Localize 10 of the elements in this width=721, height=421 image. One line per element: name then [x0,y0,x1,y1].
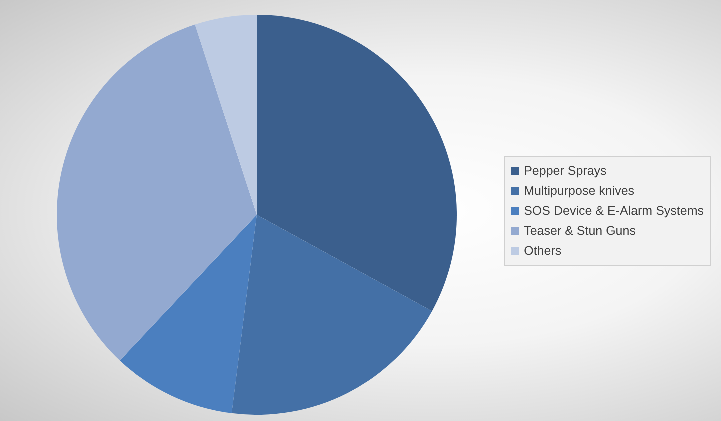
legend-label: Pepper Sprays [524,162,607,180]
legend-label: SOS Device & E-Alarm Systems [524,202,704,220]
pie-slice [57,24,257,361]
legend-label: Multipurpose knives [524,182,635,200]
pie-slice [257,15,457,312]
pie-slice [232,215,432,415]
pie-slice [120,215,257,414]
pie-slice [195,15,257,215]
legend-label: Others [524,242,562,260]
legend-label: Teaser & Stun Guns [524,222,636,240]
